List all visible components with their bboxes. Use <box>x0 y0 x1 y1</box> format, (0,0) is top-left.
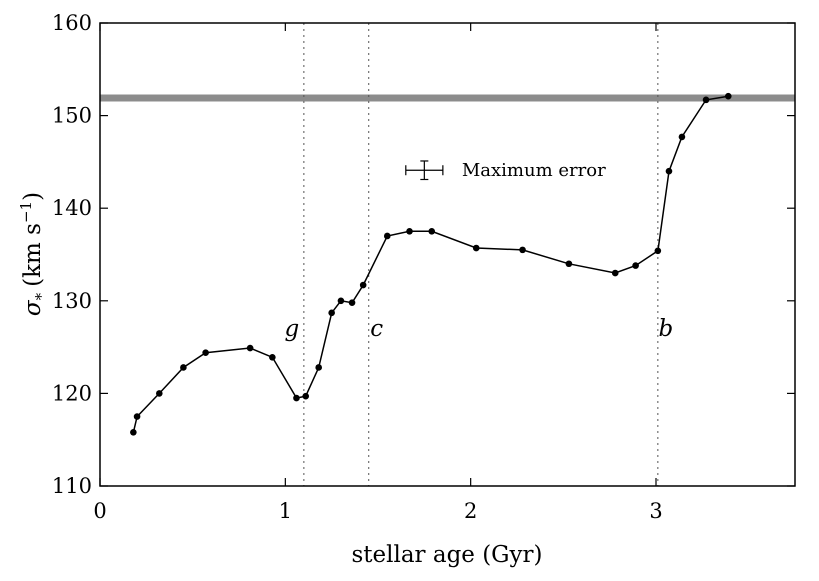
data-point <box>246 344 254 352</box>
vline-label-c: c <box>370 316 383 342</box>
data-point <box>702 96 710 104</box>
y-label-units-open: (km s <box>20 223 46 287</box>
vline-label-b: b <box>658 316 673 342</box>
ticks-layer: 0 1 2 3 110 120 130 140 150 160 <box>52 11 795 523</box>
y-label-exp: −1 <box>17 201 35 223</box>
data-point <box>519 246 526 254</box>
plot-frame <box>99 22 796 487</box>
x-tick-label: 1 <box>279 499 292 523</box>
legend: Maximum error <box>405 160 606 181</box>
data-point <box>337 297 345 305</box>
x-tick-label: 0 <box>93 499 106 523</box>
series-layer <box>130 92 732 436</box>
data-point <box>359 281 367 289</box>
y-label-sub: * <box>32 292 50 300</box>
data-point <box>202 349 209 356</box>
data-point <box>611 269 619 277</box>
data-point <box>678 133 686 141</box>
series-line <box>132 95 729 433</box>
data-point <box>665 167 673 175</box>
data-point <box>472 244 480 252</box>
y-tick-label: 120 <box>52 381 92 405</box>
data-point <box>156 390 163 397</box>
data-point <box>428 228 436 235</box>
data-point <box>383 232 391 240</box>
data-point <box>328 309 335 317</box>
data-point <box>654 247 662 255</box>
data-point <box>406 228 413 235</box>
data-point <box>348 299 356 306</box>
y-label-units-close: ) <box>20 192 46 201</box>
x-axis-label: stellar age (Gyr) <box>351 542 542 568</box>
svg-text:σ*(km s−1): σ* (km s−1) <box>17 192 50 316</box>
data-point <box>302 392 310 400</box>
y-axis-label: σ* (km s−1) <box>17 192 50 316</box>
data-point <box>565 260 573 268</box>
data-point <box>315 364 322 371</box>
x-tick-label: 2 <box>464 499 477 523</box>
y-tick-label: 110 <box>52 474 92 498</box>
y-label-sigma: σ <box>20 299 46 316</box>
data-point <box>180 364 187 371</box>
data-point <box>293 394 300 402</box>
data-point <box>632 262 639 269</box>
y-tick-label: 140 <box>52 196 92 220</box>
data-point <box>130 428 137 436</box>
vline-label-g: g <box>284 316 299 342</box>
y-tick-label: 160 <box>52 11 92 35</box>
y-tick-label: 130 <box>52 289 92 313</box>
data-point <box>133 413 141 420</box>
y-tick-label: 150 <box>52 104 92 128</box>
data-point <box>724 92 732 100</box>
x-tick-label: 3 <box>649 499 662 523</box>
legend-text: Maximum error <box>462 160 606 181</box>
data-point <box>269 353 276 361</box>
